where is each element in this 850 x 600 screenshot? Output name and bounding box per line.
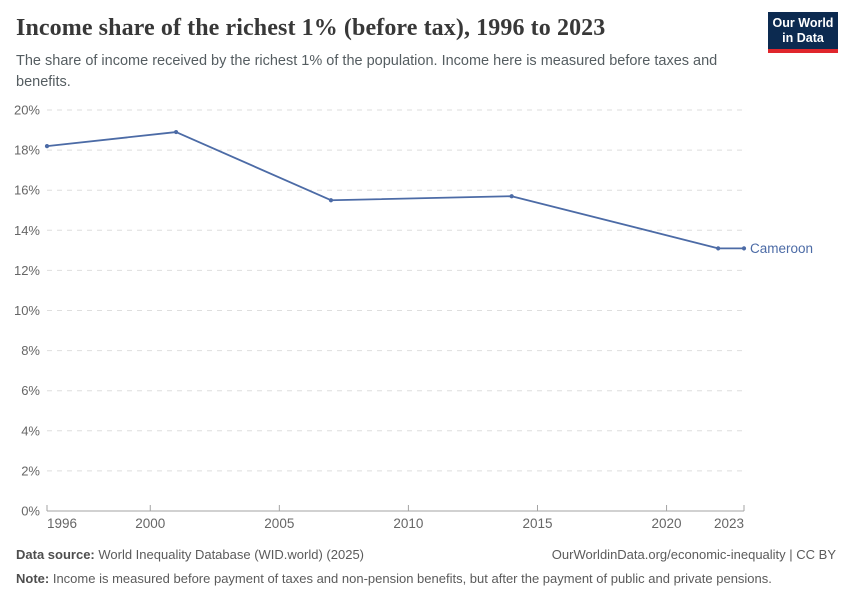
x-tick-label: 2020: [652, 516, 682, 531]
y-tick-label: 6%: [21, 383, 40, 398]
data-point-cameroon-2001[interactable]: [173, 129, 179, 135]
chart-header: Income share of the richest 1% (before t…: [16, 14, 761, 93]
note-text: Income is measured before payment of tax…: [49, 570, 772, 586]
y-tick-label: 2%: [21, 463, 40, 478]
chart-footer: Data source: World Inequality Database (…: [16, 546, 836, 587]
data-point-cameroon-2007[interactable]: [328, 198, 334, 203]
y-tick-label: 18%: [14, 143, 40, 158]
x-tick-label: 2010: [393, 516, 423, 531]
data-source-line: Data source: World Inequality Database (…: [16, 546, 364, 564]
note-label: Note:: [16, 570, 50, 586]
data-line-cameroon[interactable]: [46, 131, 745, 250]
data-point-cameroon-2014[interactable]: [509, 194, 514, 199]
y-tick-label: 16%: [14, 183, 40, 198]
y-tick-label: 4%: [21, 423, 40, 438]
x-tick-label: 2023: [714, 516, 744, 531]
x-tick-label: 1996: [47, 516, 77, 531]
owid-logo-accent-bar: [768, 49, 838, 53]
chart-title: Income share of the richest 1% (before t…: [16, 15, 606, 41]
y-tick-label: 20%: [14, 103, 40, 118]
attribution-link[interactable]: OurWorldinData.org/economic-inequality |…: [551, 547, 836, 562]
y-tick-label: 10%: [14, 303, 40, 318]
data-point-cameroon-2023[interactable]: [741, 246, 747, 251]
data-source-text: World Inequality Database (WID.world) (2…: [94, 547, 365, 562]
data-source-label: Data source:: [16, 547, 95, 562]
series-label-cameroon[interactable]: Cameroon: [750, 241, 813, 256]
x-tick-label: 2000: [135, 516, 165, 531]
y-tick-label: 14%: [14, 223, 40, 238]
y-tick-label: 0%: [21, 504, 40, 519]
data-point-cameroon-1996[interactable]: [44, 143, 50, 149]
x-tick-label: 2015: [522, 516, 552, 531]
data-point-cameroon-2022[interactable]: [716, 246, 721, 251]
owid-logo[interactable]: Our World in Data: [768, 12, 838, 53]
chart-subtitle: The share of income received by the rich…: [16, 52, 718, 90]
owid-logo-box: Our World in Data: [768, 12, 838, 49]
x-tick-label: 2005: [264, 516, 294, 531]
owid-logo-line2: in Data: [782, 30, 824, 45]
owid-logo-line1: Our World: [772, 16, 834, 30]
y-tick-label: 12%: [14, 263, 40, 278]
y-tick-label: 8%: [21, 343, 40, 358]
